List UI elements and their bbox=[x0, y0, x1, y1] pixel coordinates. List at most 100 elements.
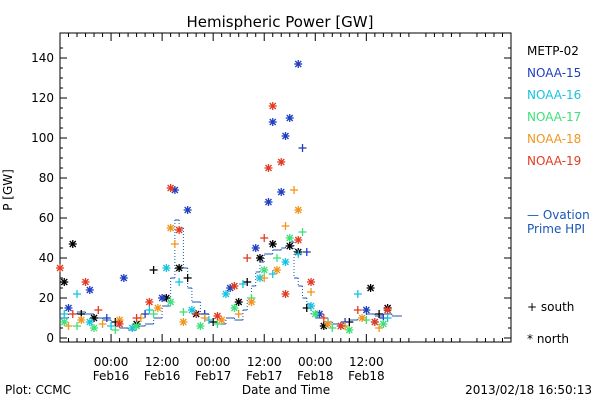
south-marker bbox=[294, 250, 303, 258]
legend-item: NOAA-17 bbox=[527, 110, 581, 124]
marker-stroke bbox=[294, 206, 302, 214]
south-marker bbox=[132, 314, 141, 322]
marker-stroke bbox=[171, 186, 179, 194]
north-marker bbox=[166, 224, 175, 232]
south-marker bbox=[238, 280, 247, 288]
north-marker bbox=[358, 314, 367, 322]
x-tick-day: Feb18 bbox=[348, 369, 385, 383]
north-marker bbox=[166, 184, 175, 192]
north-marker bbox=[145, 298, 154, 306]
marker-stroke bbox=[56, 264, 64, 272]
series-noaa-17 bbox=[60, 228, 388, 334]
marker-stroke bbox=[167, 184, 175, 192]
series-noaa-19 bbox=[56, 102, 392, 330]
y-tick-label: 80 bbox=[39, 171, 54, 185]
marker-stroke bbox=[286, 114, 294, 122]
north-marker bbox=[383, 306, 392, 314]
x-tick-day: Feb18 bbox=[297, 369, 334, 383]
north-marker bbox=[281, 132, 290, 140]
north-marker bbox=[272, 266, 281, 274]
south-marker bbox=[209, 318, 218, 326]
marker-stroke bbox=[86, 286, 94, 294]
marker-stroke bbox=[324, 320, 332, 328]
legend-item: NOAA-19 bbox=[527, 154, 581, 168]
south-marker bbox=[319, 314, 328, 322]
x-tick-time: 12:00 bbox=[145, 355, 180, 369]
legend-item: NOAA-15 bbox=[527, 66, 581, 80]
marker-stroke bbox=[162, 264, 170, 272]
north-marker bbox=[264, 198, 273, 206]
south-marker bbox=[375, 310, 384, 318]
series-noaa-18 bbox=[64, 186, 384, 332]
north-marker bbox=[81, 278, 90, 286]
north-marker bbox=[221, 290, 230, 298]
north-marker bbox=[60, 318, 69, 326]
north-marker bbox=[158, 294, 167, 302]
north-marker bbox=[268, 102, 277, 110]
north-marker bbox=[255, 274, 264, 282]
south-marker bbox=[141, 310, 150, 318]
north-marker bbox=[213, 312, 222, 320]
south-marker bbox=[243, 254, 252, 262]
north-marker bbox=[285, 114, 294, 122]
south-marker bbox=[111, 326, 120, 334]
south-marker bbox=[302, 248, 311, 256]
north-marker bbox=[277, 188, 286, 196]
south-marker bbox=[64, 322, 73, 330]
north-marker bbox=[90, 314, 99, 322]
marker-stroke bbox=[120, 274, 128, 282]
north-marker bbox=[56, 264, 64, 272]
south-marker bbox=[149, 310, 158, 318]
marker-stroke bbox=[188, 306, 196, 314]
marker-stroke bbox=[384, 306, 392, 314]
north-marker bbox=[255, 254, 264, 262]
marker-legend-item: * north bbox=[527, 332, 569, 346]
x-tick-day: Feb17 bbox=[246, 369, 283, 383]
marker-stroke bbox=[286, 234, 294, 242]
south-marker bbox=[183, 274, 192, 282]
marker-stroke bbox=[282, 258, 289, 266]
south-marker bbox=[102, 314, 111, 322]
marker-stroke bbox=[167, 224, 175, 232]
x-tick-time: 12:00 bbox=[349, 355, 384, 369]
marker-stroke bbox=[230, 282, 238, 290]
north-marker bbox=[307, 302, 316, 310]
marker-stroke bbox=[265, 198, 272, 206]
marker-stroke bbox=[345, 326, 353, 334]
north-marker bbox=[362, 306, 371, 314]
north-marker bbox=[234, 298, 243, 306]
north-marker bbox=[264, 164, 273, 172]
marker-stroke bbox=[307, 302, 315, 310]
north-marker bbox=[281, 258, 290, 266]
south-marker bbox=[298, 228, 307, 236]
south-marker bbox=[375, 324, 384, 332]
north-marker bbox=[285, 242, 294, 250]
marker-stroke bbox=[145, 298, 153, 306]
south-marker bbox=[268, 270, 277, 278]
marker-stroke bbox=[256, 274, 264, 282]
marker-stroke bbox=[282, 290, 289, 298]
marker-stroke bbox=[277, 188, 285, 196]
marker-stroke bbox=[307, 278, 315, 286]
north-marker bbox=[336, 322, 345, 330]
marker-stroke bbox=[235, 298, 243, 306]
marker-stroke bbox=[77, 316, 85, 324]
marker-stroke bbox=[222, 290, 230, 298]
north-marker bbox=[251, 244, 260, 252]
series-noaa-15 bbox=[64, 60, 388, 326]
ovation-legend-line: — Ovation bbox=[527, 208, 590, 222]
north-marker bbox=[294, 206, 303, 214]
marker-stroke bbox=[265, 164, 272, 172]
north-marker bbox=[285, 234, 294, 242]
marker-stroke bbox=[358, 314, 366, 322]
marker-stroke bbox=[86, 318, 94, 326]
x-tick-day: Feb16 bbox=[93, 369, 130, 383]
marker-stroke bbox=[371, 318, 379, 326]
marker-stroke bbox=[65, 304, 72, 312]
x-tick-time: 00:00 bbox=[298, 355, 333, 369]
ovation-legend-line: Prime HPI bbox=[527, 222, 585, 236]
south-marker bbox=[60, 310, 69, 318]
x-tick-time: 00:00 bbox=[94, 355, 129, 369]
x-tick-labels: 00:00Feb1612:00Feb1600:00Feb1712:00Feb17… bbox=[93, 355, 385, 383]
